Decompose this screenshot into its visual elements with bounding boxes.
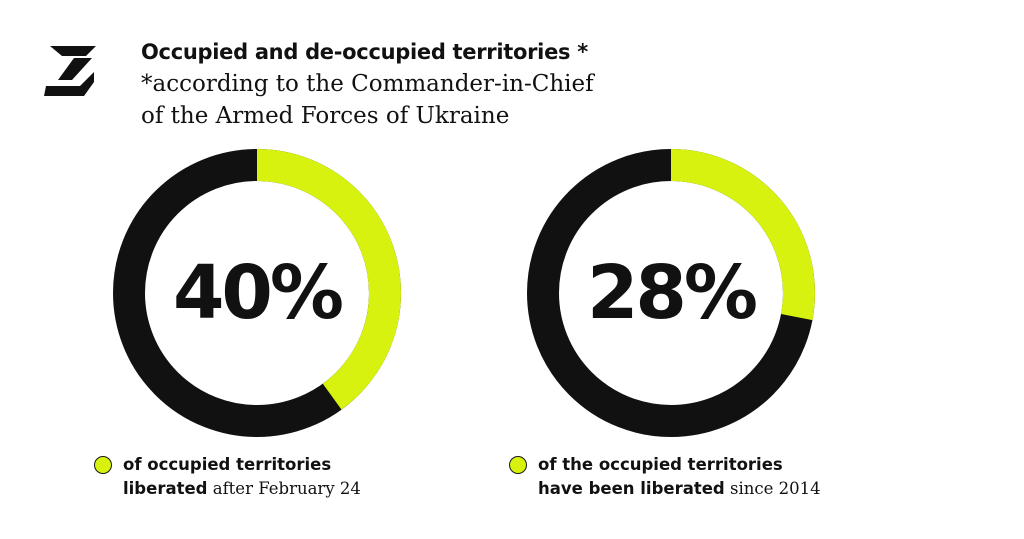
logo-stroke-bottom bbox=[44, 72, 94, 96]
donut-1-center-label: 40% bbox=[173, 250, 342, 336]
donut-1-liberated-segment bbox=[113, 149, 401, 437]
subtitle-line-2: of the Armed Forces of Ukraine bbox=[141, 103, 510, 129]
legend-2-line-2-regular: since 2014 bbox=[724, 479, 821, 498]
legend-1-swatch bbox=[94, 456, 112, 474]
legend-2: of the occupied territories have been li… bbox=[509, 453, 821, 501]
logo-stroke-top bbox=[50, 46, 96, 56]
legend-2-line-1: of the occupied territories bbox=[538, 455, 783, 474]
legend-2-swatch bbox=[509, 456, 527, 474]
logo-stroke-middle bbox=[58, 58, 92, 80]
donut-chart-1: 40% bbox=[113, 149, 401, 437]
page-subtitle: *according to the Commander-in-Chief of … bbox=[141, 68, 701, 132]
legend-1-line-2-bold: liberated bbox=[123, 479, 208, 498]
legend-2-line-2-bold: have been liberated bbox=[538, 479, 725, 498]
donut-2-center-label: 28% bbox=[587, 250, 756, 336]
legend-1-line-2-regular: after February 24 bbox=[207, 479, 361, 498]
logo-icon bbox=[44, 46, 96, 96]
legend-1: of occupied territories liberated after … bbox=[94, 453, 361, 501]
page-title: Occupied and de-occupied territories * bbox=[141, 40, 588, 64]
donut-chart-2: 28% bbox=[527, 149, 815, 437]
legend-1-line-1: of occupied territories bbox=[123, 455, 332, 474]
donut-2-liberated-segment bbox=[527, 149, 815, 437]
subtitle-line-1: *according to the Commander-in-Chief bbox=[141, 71, 594, 97]
